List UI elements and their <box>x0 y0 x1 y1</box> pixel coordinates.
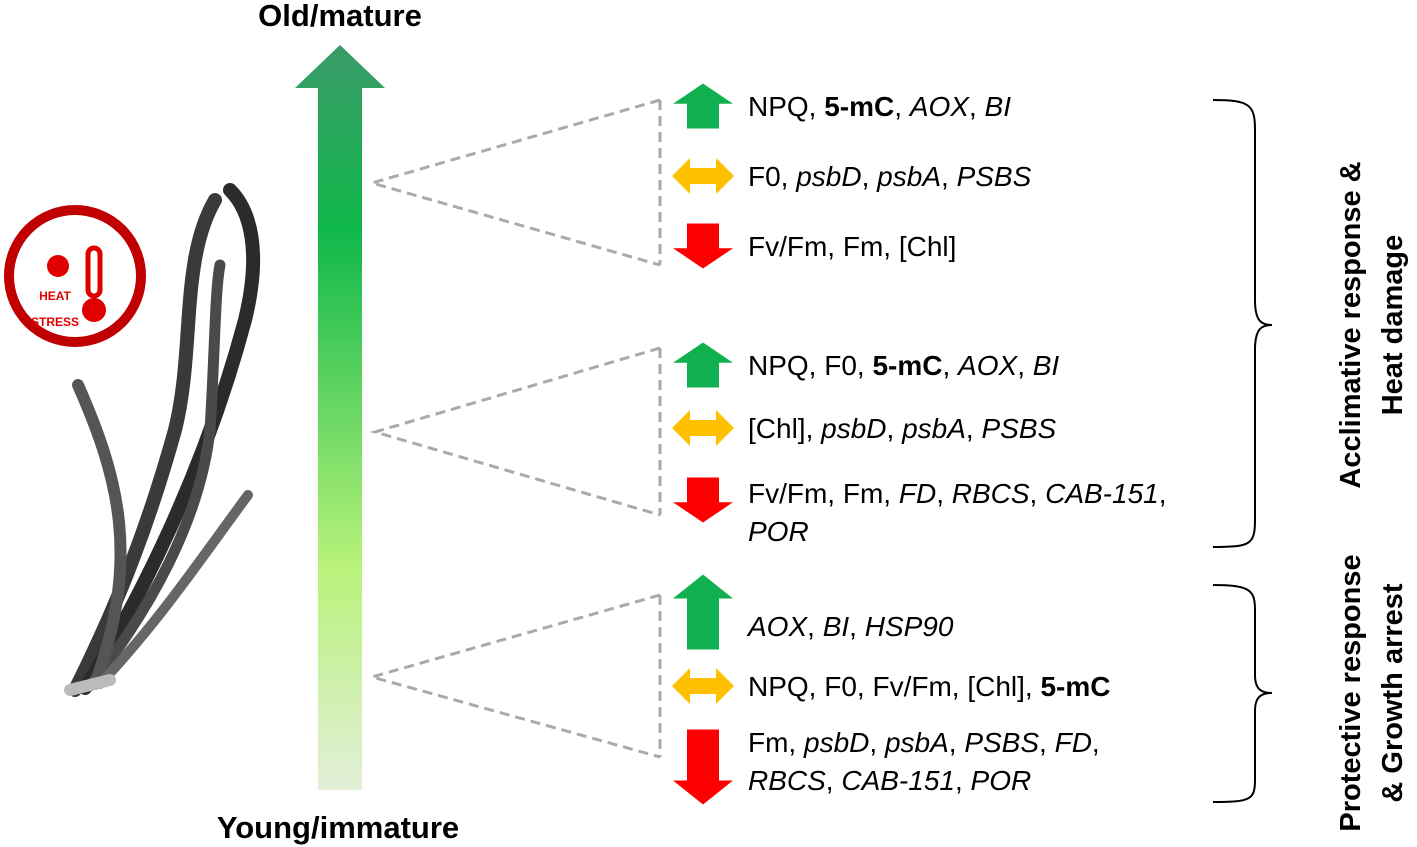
text-part: [Chl], <box>748 413 821 444</box>
row-text: NPQ, 5-mC, AOX, BI <box>748 91 1011 122</box>
row-text: POR <box>748 516 809 547</box>
text-part: BI <box>823 611 850 642</box>
text-part: AOX <box>956 350 1018 381</box>
text-part: CAB-151 <box>841 765 955 796</box>
text-part: NPQ, F0, <box>748 350 872 381</box>
text-part: AOX <box>908 91 970 122</box>
text-part: PSBS <box>981 413 1056 444</box>
bracket-label: Protective response <box>1335 554 1367 831</box>
text-part: psbD <box>803 727 869 758</box>
text-part: , <box>869 727 885 758</box>
dashed-fan <box>369 346 661 517</box>
text-part: F0, <box>748 161 796 192</box>
text-part: RBCS <box>748 765 826 796</box>
bracket-label: Heat damage <box>1377 235 1409 416</box>
text-part: , <box>1092 727 1100 758</box>
text-part: , <box>826 765 842 796</box>
trend-arrow <box>672 158 734 194</box>
text-part: , <box>1017 350 1033 381</box>
text-part: FD <box>1055 727 1092 758</box>
text-part: , <box>1039 727 1055 758</box>
row-text: RBCS, CAB-151, POR <box>748 765 1031 796</box>
text-part: CAB-151 <box>1045 478 1159 509</box>
text-part: , <box>936 478 952 509</box>
text-part: psbD <box>820 413 886 444</box>
text-part: , <box>807 611 823 642</box>
text-part: , <box>887 413 903 444</box>
row-text: NPQ, F0, Fv/Fm, [Chl], 5-mC <box>748 671 1110 702</box>
trend-arrow <box>673 477 733 523</box>
text-part: AOX <box>746 611 808 642</box>
text-part: RBCS <box>952 478 1030 509</box>
top-label: Old/mature <box>258 0 422 33</box>
trend-arrow <box>673 83 733 129</box>
text-part: PSBS <box>957 161 1032 192</box>
text-part: , <box>955 765 971 796</box>
maturity-arrow <box>295 45 385 790</box>
text-part: PSBS <box>964 727 1039 758</box>
dashed-fan <box>366 593 661 759</box>
trend-arrow <box>673 574 733 650</box>
text-part: NPQ, F0, Fv/Fm, [Chl], <box>748 671 1040 702</box>
text-part: , <box>969 91 985 122</box>
text-part: FD <box>899 478 936 509</box>
brackets <box>1212 99 1273 803</box>
text-part: POR <box>971 765 1032 796</box>
text-part: , <box>949 727 965 758</box>
plant <box>64 183 261 697</box>
text-part: BI <box>985 91 1012 122</box>
row-text: Fv/Fm, Fm, [Chl] <box>748 231 956 262</box>
text-part: psbA <box>901 413 966 444</box>
text-part: , <box>942 350 958 381</box>
row-text: AOX, BI, HSP90 <box>746 611 954 642</box>
text-part: , <box>1030 478 1046 509</box>
text-part: BI <box>1033 350 1060 381</box>
text-part: , <box>1159 478 1167 509</box>
bottom-label: Young/immature <box>217 810 459 845</box>
row-text: F0, psbD, psbA, PSBS <box>748 161 1032 192</box>
dashed-fan <box>366 98 661 267</box>
row-text: NPQ, F0, 5-mC, AOX, BI <box>748 350 1059 381</box>
trend-arrow <box>673 729 733 805</box>
bracket-label: Acclimative response & <box>1335 161 1367 488</box>
trend-arrow <box>672 410 734 446</box>
text-part: , <box>849 611 865 642</box>
row-text: [Chl], psbD, psbA, PSBS <box>748 413 1056 444</box>
text-part: , <box>894 91 910 122</box>
text-part: Fm, <box>748 727 804 758</box>
text-part: 5-mC <box>1040 671 1110 702</box>
trend-arrow <box>673 342 733 388</box>
text-part: psbA <box>884 727 949 758</box>
bracket-label: & Growth arrest <box>1377 583 1409 802</box>
row-text: Fv/Fm, Fm, FD, RBCS, CAB-151, <box>748 478 1167 509</box>
text-part: , <box>862 161 878 192</box>
text-part: 5-mC <box>824 91 894 122</box>
text-part: , <box>941 161 957 192</box>
text-part: , <box>966 413 982 444</box>
text-part: psbD <box>795 161 861 192</box>
trend-arrow <box>672 668 734 704</box>
text-part: NPQ, <box>748 91 824 122</box>
trend-arrow <box>673 223 733 269</box>
icon-text: HEAT <box>39 289 71 303</box>
icon-text: STRESS <box>31 315 79 329</box>
text-part: HSP90 <box>865 611 954 642</box>
text-part: Fv/Fm, Fm, <box>748 478 899 509</box>
text-part: 5-mC <box>872 350 942 381</box>
text-part: Fv/Fm, Fm, [Chl] <box>748 231 956 262</box>
heat-stress-icon: HEAT STRESS <box>4 205 146 347</box>
row-text: Fm, psbD, psbA, PSBS, FD, <box>748 727 1100 758</box>
text-part: psbA <box>876 161 941 192</box>
text-part: POR <box>748 516 809 547</box>
